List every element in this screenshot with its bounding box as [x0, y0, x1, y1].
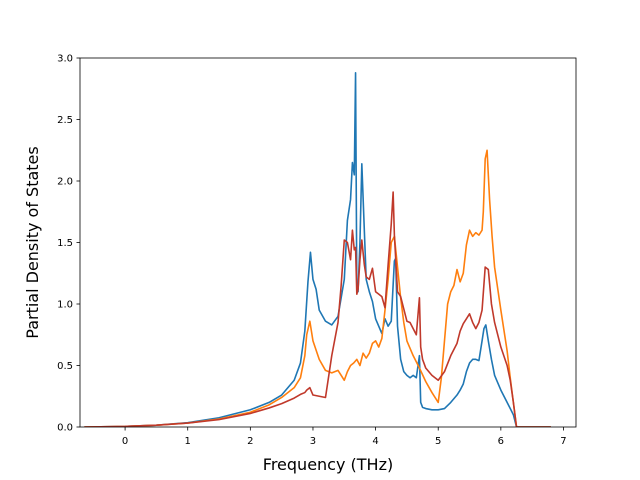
x-tick-label: 1 [185, 436, 191, 447]
x-tick-label: 3 [310, 436, 316, 447]
y-tick-label: 2.0 [57, 177, 73, 188]
y-tick-label: 1.5 [57, 238, 73, 249]
x-tick-label: 2 [247, 436, 253, 447]
y-tick-label: 3.0 [57, 54, 73, 65]
y-tick-label: 2.5 [57, 115, 73, 126]
series-layer [84, 71, 551, 427]
x-tick-label: 0 [122, 436, 128, 447]
y-tick-label: 0.0 [57, 423, 73, 434]
y-axis-label: Partial Density of States [23, 146, 42, 338]
series-line-3 [84, 191, 551, 427]
y-tick-label: 0.5 [57, 361, 73, 372]
x-axis-label: Frequency (THz) [263, 455, 393, 474]
x-tick-label: 5 [435, 436, 441, 447]
series-line-1 [84, 71, 551, 427]
tick-layer: 0 1 2 3 4 5 6 7 0.0 0.5 1.0 1.5 2.0 2.5 3.0 [57, 54, 567, 448]
x-tick-label: 4 [372, 436, 378, 447]
x-tick-label: 6 [498, 436, 504, 447]
x-tick-label: 7 [560, 436, 566, 447]
y-tick-label: 1.0 [57, 300, 73, 311]
